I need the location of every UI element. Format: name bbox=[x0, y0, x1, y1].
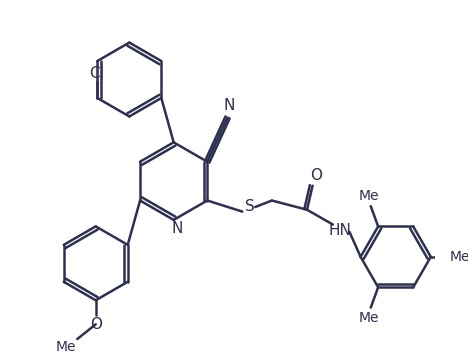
Text: O: O bbox=[90, 317, 102, 332]
Text: Me: Me bbox=[56, 340, 76, 354]
Text: Me: Me bbox=[358, 311, 379, 325]
Text: Me: Me bbox=[358, 189, 379, 203]
Text: O: O bbox=[310, 168, 322, 183]
Text: Me: Me bbox=[450, 250, 468, 264]
Text: Cl: Cl bbox=[89, 66, 104, 81]
Text: S: S bbox=[245, 198, 255, 214]
Text: N: N bbox=[172, 221, 183, 236]
Text: N: N bbox=[224, 98, 235, 113]
Text: HN: HN bbox=[329, 223, 352, 237]
